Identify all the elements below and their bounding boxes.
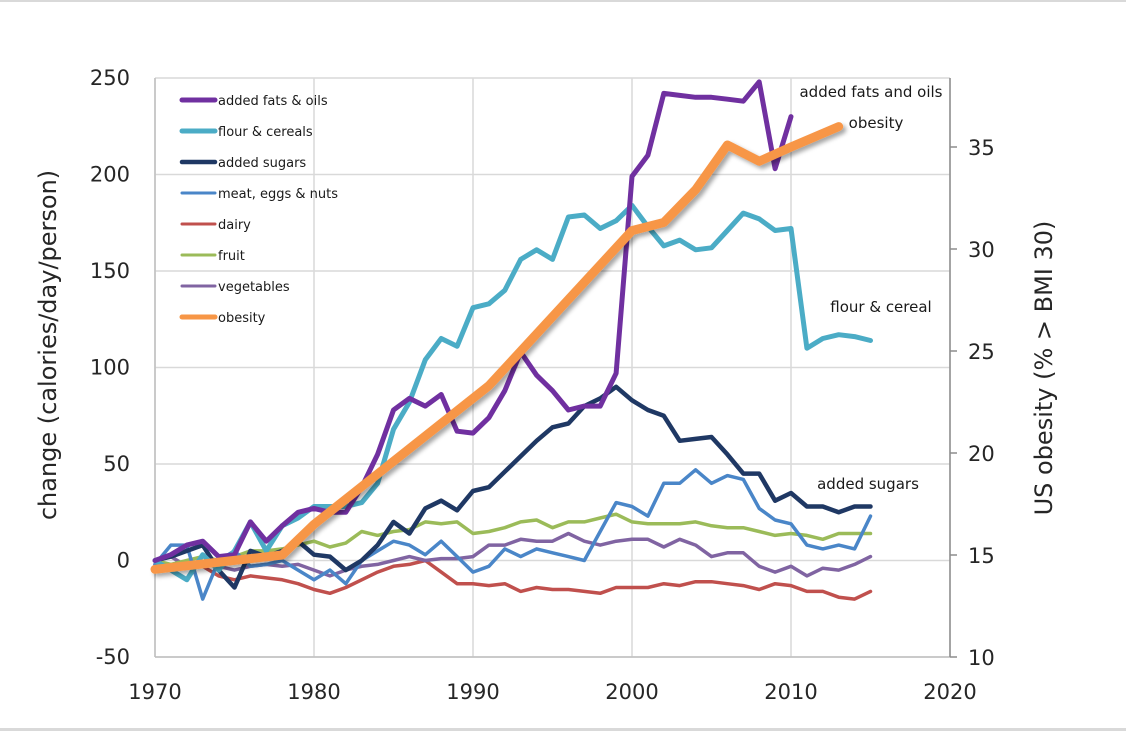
frame-bottom-border bbox=[0, 728, 1126, 731]
series-line-fruit bbox=[153, 512, 873, 567]
legend-label: added sugars bbox=[218, 156, 306, 171]
legend-label: meat, eggs & nuts bbox=[218, 187, 338, 202]
y-tick-label: -50 bbox=[96, 645, 130, 669]
series-group bbox=[150, 79, 873, 601]
legend-label: obesity bbox=[218, 311, 266, 326]
x-tick-label: 1970 bbox=[128, 680, 181, 704]
annotation-label: added sugars bbox=[817, 475, 919, 493]
y2-tick-label: 20 bbox=[968, 442, 995, 466]
x-tick-label: 1980 bbox=[287, 680, 340, 704]
series-line-flour-cereals bbox=[152, 202, 873, 583]
annotations: added fats and oils obesity flour & cereal… bbox=[799, 83, 942, 493]
series-line-obesity bbox=[150, 122, 844, 574]
legend: added fats & oils flour & cereals added su… bbox=[179, 94, 338, 326]
y-axis-label: change (calories/day/person) bbox=[34, 170, 62, 520]
y-tick-label: 250 bbox=[90, 66, 130, 90]
annotation-label: flour & cereal bbox=[830, 298, 931, 316]
y2-tick-label: 10 bbox=[968, 646, 995, 670]
y-tick-label: 50 bbox=[103, 452, 130, 476]
series-line-vegetables bbox=[153, 531, 873, 578]
y-tick-label: 0 bbox=[117, 549, 130, 573]
frame-top-border bbox=[0, 0, 1126, 2]
legend-label: added fats & oils bbox=[218, 94, 328, 109]
x-tick-label: 2000 bbox=[605, 680, 658, 704]
series-line-meat-eggs-nuts bbox=[153, 468, 873, 601]
legend-label: dairy bbox=[218, 218, 251, 233]
annotation-label: obesity bbox=[849, 114, 904, 132]
annotation-label: added fats and oils bbox=[799, 83, 942, 101]
y2-axis-label: US obesity (% > BMI 30) bbox=[1030, 221, 1058, 516]
y2-tick-label: 35 bbox=[968, 136, 995, 160]
legend-label: fruit bbox=[218, 249, 245, 264]
legend-label: vegetables bbox=[218, 280, 290, 295]
y-tick-label: 100 bbox=[90, 356, 130, 380]
x-tick-label: 1990 bbox=[446, 680, 499, 704]
series-line-dairy bbox=[153, 558, 873, 601]
y-tick-label: 150 bbox=[90, 259, 130, 283]
x-tick-label: 2020 bbox=[923, 680, 976, 704]
series-line-added-fats-oils bbox=[152, 79, 794, 563]
y-tick-label: 200 bbox=[90, 163, 130, 187]
y2-tick-label: 25 bbox=[968, 340, 995, 364]
x-tick-label: 2010 bbox=[764, 680, 817, 704]
y2-tick-label: 15 bbox=[968, 544, 995, 568]
legend-label: flour & cereals bbox=[218, 125, 313, 140]
y2-tick-label: 30 bbox=[968, 238, 995, 262]
